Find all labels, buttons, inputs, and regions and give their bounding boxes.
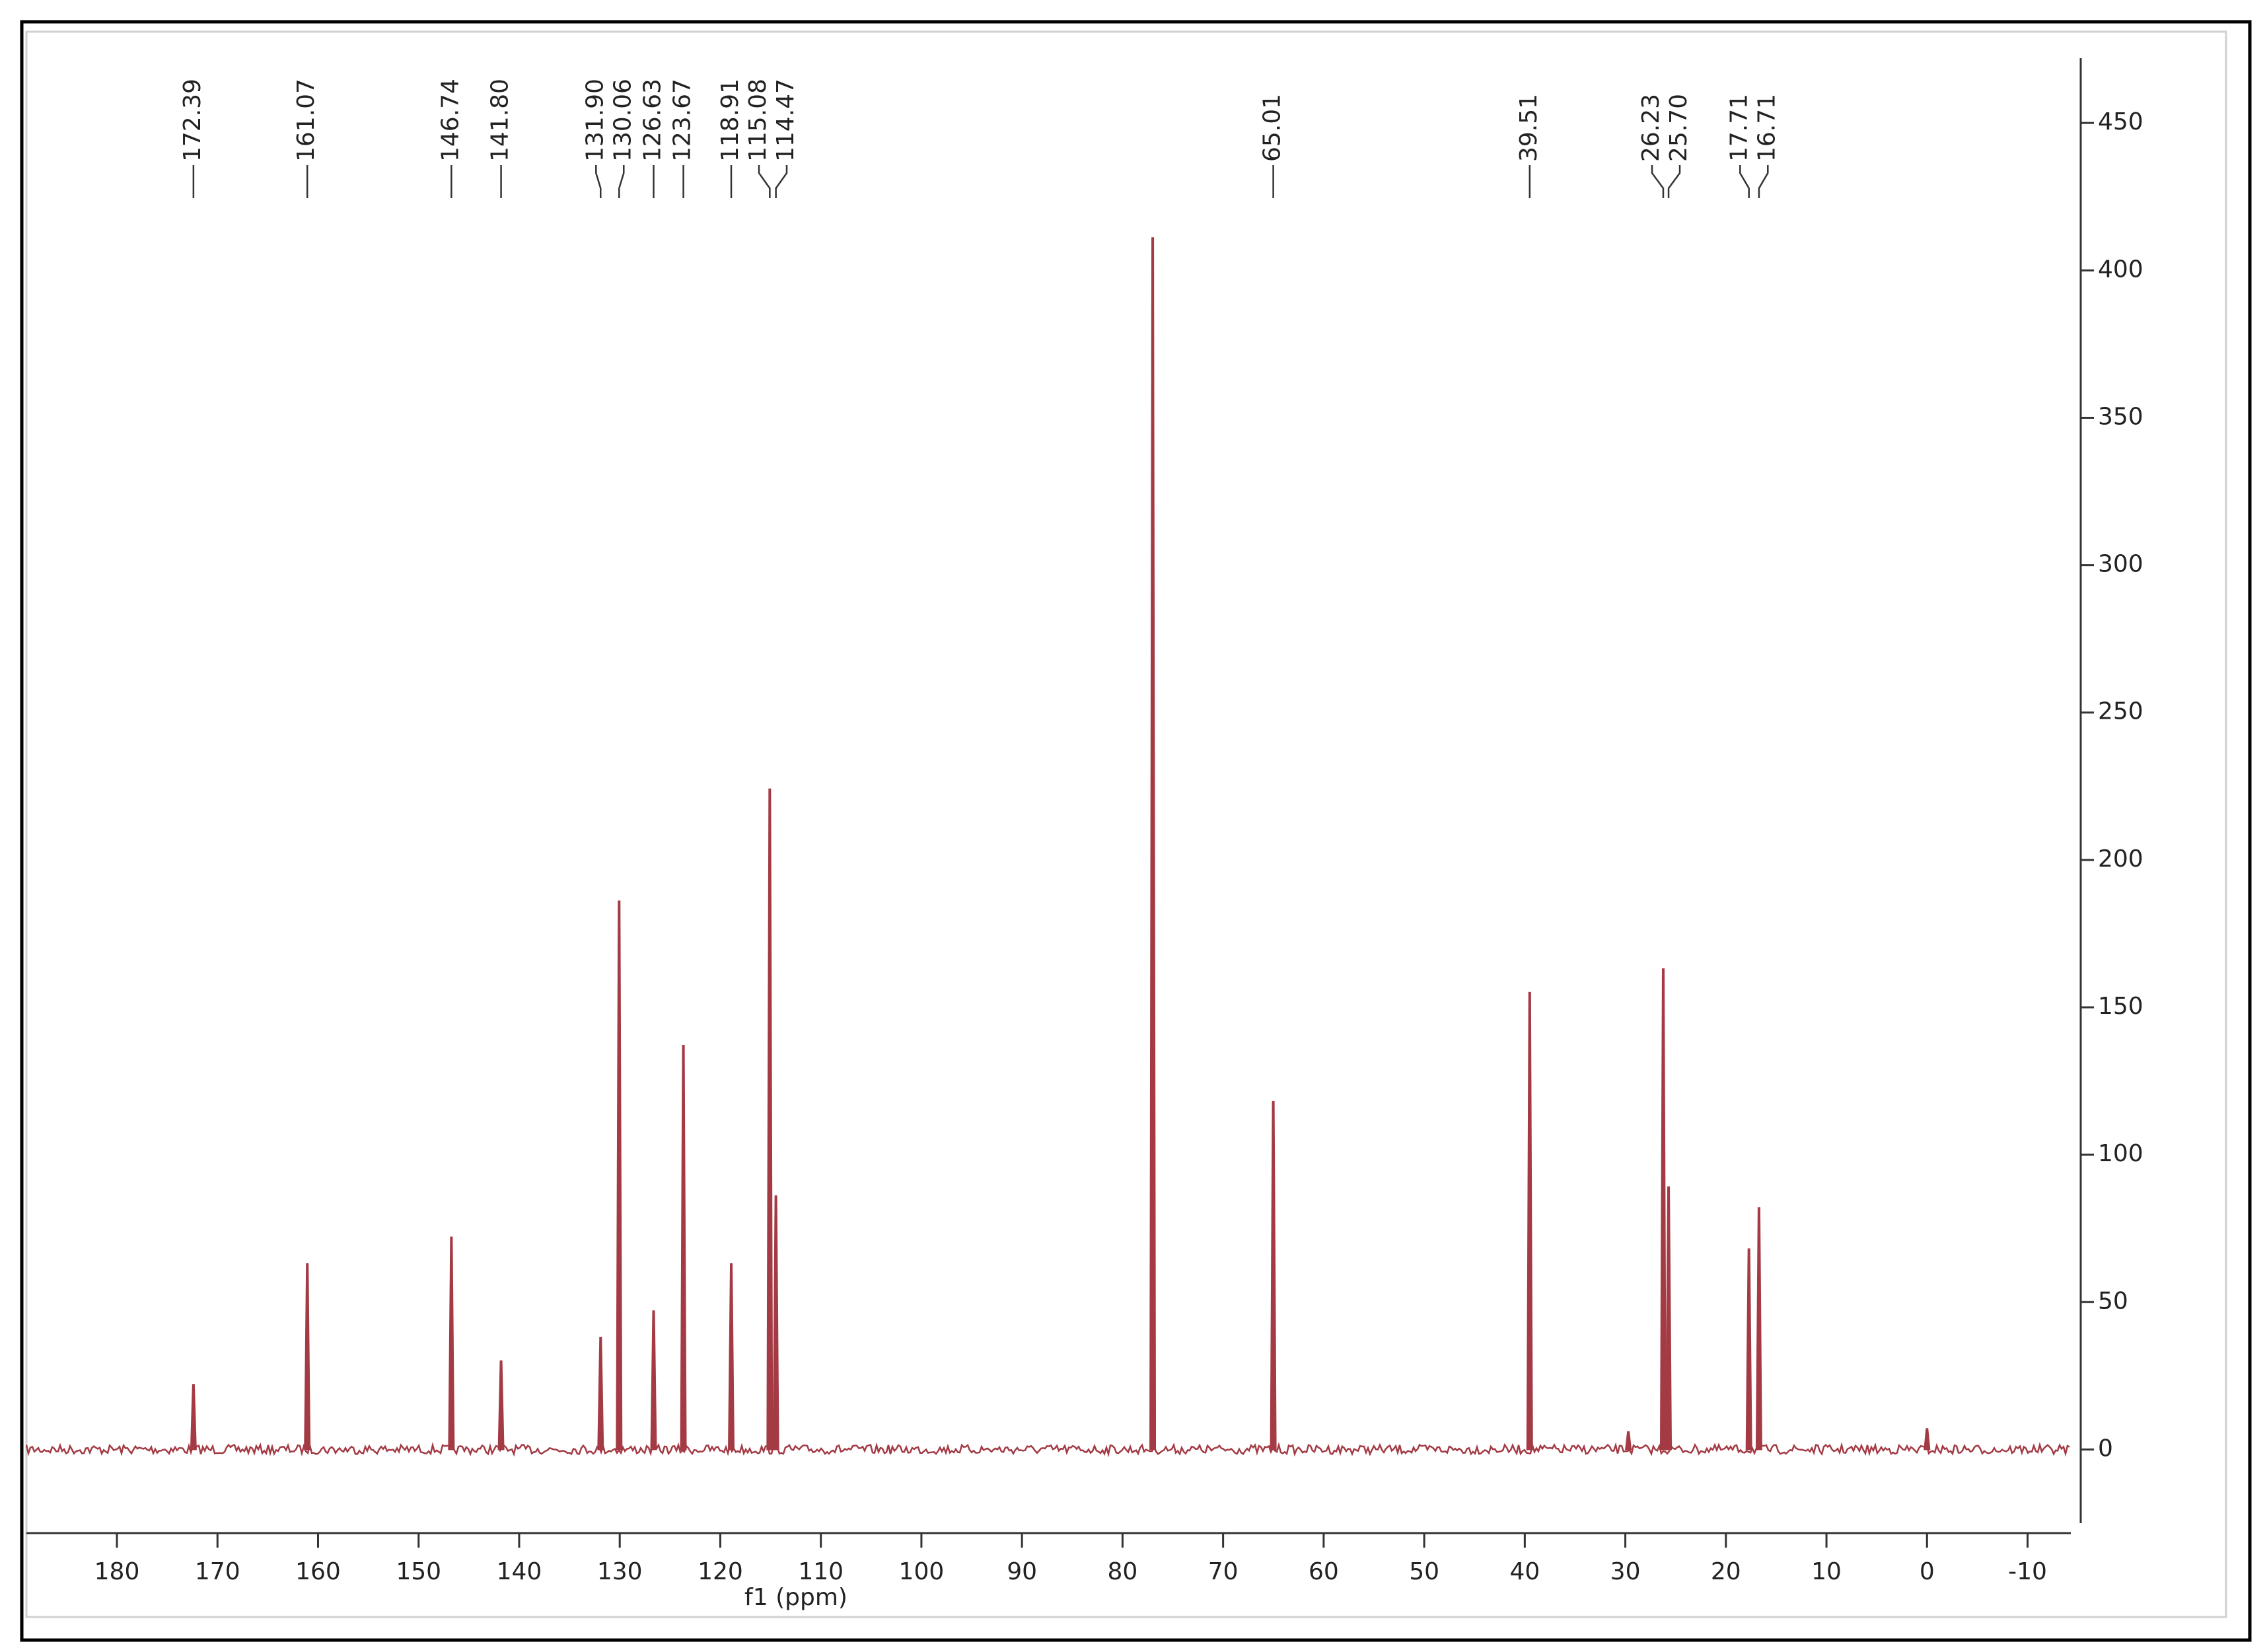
x-tick-label: 170 <box>195 1558 240 1585</box>
y-tick-label: 450 <box>2098 108 2143 135</box>
peak-label: 17.71 <box>1725 94 1752 162</box>
peak-label-connector <box>595 165 602 198</box>
x-tick-label: 50 <box>1409 1558 1439 1585</box>
peak <box>1270 1100 1277 1451</box>
y-tick-label: 150 <box>2098 993 2143 1020</box>
peak <box>1149 237 1157 1451</box>
peak <box>680 1045 687 1451</box>
x-tick-label: 120 <box>698 1558 743 1585</box>
peak-label: 26.23 <box>1637 94 1665 162</box>
peak-label: 161.07 <box>293 79 320 162</box>
outer-frame <box>20 20 2252 1642</box>
x-tick-label: 110 <box>798 1558 844 1585</box>
x-tick-label: 20 <box>1711 1558 1741 1585</box>
peak <box>766 788 774 1451</box>
peak-label: 172.39 <box>179 79 206 162</box>
peak-label: 39.51 <box>1515 94 1542 162</box>
x-tick-label: 130 <box>597 1558 643 1585</box>
peak-label: 146.74 <box>437 79 464 162</box>
y-tick-label: 50 <box>2098 1287 2128 1314</box>
peak-label-connector <box>1667 165 1681 198</box>
y-tick-label: 350 <box>2098 403 2143 430</box>
x-tick-label: -10 <box>2008 1558 2047 1585</box>
y-tick-label: 0 <box>2098 1435 2113 1462</box>
peak <box>1526 991 1533 1451</box>
peak <box>650 1310 657 1451</box>
plot-frame <box>25 30 2227 1618</box>
peak-label: 16.71 <box>1753 94 1780 162</box>
peak-label: 126.63 <box>639 79 666 162</box>
x-tick-label: 10 <box>1811 1558 1842 1585</box>
x-tick-label: 40 <box>1509 1558 1540 1585</box>
x-tick-label: 160 <box>295 1558 341 1585</box>
x-tick-label: 180 <box>94 1558 140 1585</box>
x-tick-label: 150 <box>396 1558 441 1585</box>
peak <box>1745 1248 1752 1451</box>
x-tick-label: 60 <box>1309 1558 1339 1585</box>
peak <box>728 1263 735 1451</box>
peak <box>190 1384 197 1451</box>
peak <box>1924 1428 1931 1451</box>
peak <box>1659 968 1667 1451</box>
peak-label: 141.80 <box>487 79 514 162</box>
peak-label-connector <box>758 165 771 198</box>
peak <box>497 1360 505 1451</box>
peak-label: 118.91 <box>717 79 744 162</box>
peak <box>1665 1186 1673 1451</box>
peak-label-connector <box>1739 165 1750 198</box>
baseline-noise <box>25 1441 2070 1458</box>
peak <box>1755 1207 1762 1451</box>
y-tick-label: 100 <box>2098 1140 2143 1167</box>
y-tick-label: 250 <box>2098 698 2143 725</box>
peak <box>597 1336 604 1451</box>
peak-label: 65.01 <box>1259 94 1286 162</box>
x-tick-label: 70 <box>1208 1558 1239 1585</box>
y-tick-label: 200 <box>2098 845 2143 873</box>
peak-label: 25.70 <box>1665 94 1692 162</box>
peak-label: 123.67 <box>669 79 696 162</box>
peak <box>304 1263 311 1451</box>
peak <box>1625 1431 1632 1451</box>
peak <box>448 1237 455 1451</box>
x-tick-label: 30 <box>1610 1558 1641 1585</box>
peak-label: 131.90 <box>581 79 608 162</box>
peak-label: 114.47 <box>772 79 799 162</box>
x-tick-label: 140 <box>497 1558 542 1585</box>
x-tick-label: 0 <box>1920 1558 1935 1585</box>
peak-label: 130.06 <box>609 79 636 162</box>
x-tick-label: 90 <box>1007 1558 1037 1585</box>
peak-label-connector <box>618 165 625 198</box>
y-tick-label: 300 <box>2098 551 2143 578</box>
y-tick-label: 400 <box>2098 256 2143 283</box>
x-tick-label: 80 <box>1107 1558 1137 1585</box>
peak-label-connector <box>1651 165 1665 198</box>
x-tick-label: 100 <box>899 1558 945 1585</box>
peak-label: 115.08 <box>744 79 772 162</box>
peak-label-connector <box>775 165 788 198</box>
peak-label-connector <box>1758 165 1769 198</box>
peak <box>772 1195 779 1451</box>
x-axis-label: f1 (ppm) <box>744 1584 847 1611</box>
peak <box>616 900 623 1451</box>
